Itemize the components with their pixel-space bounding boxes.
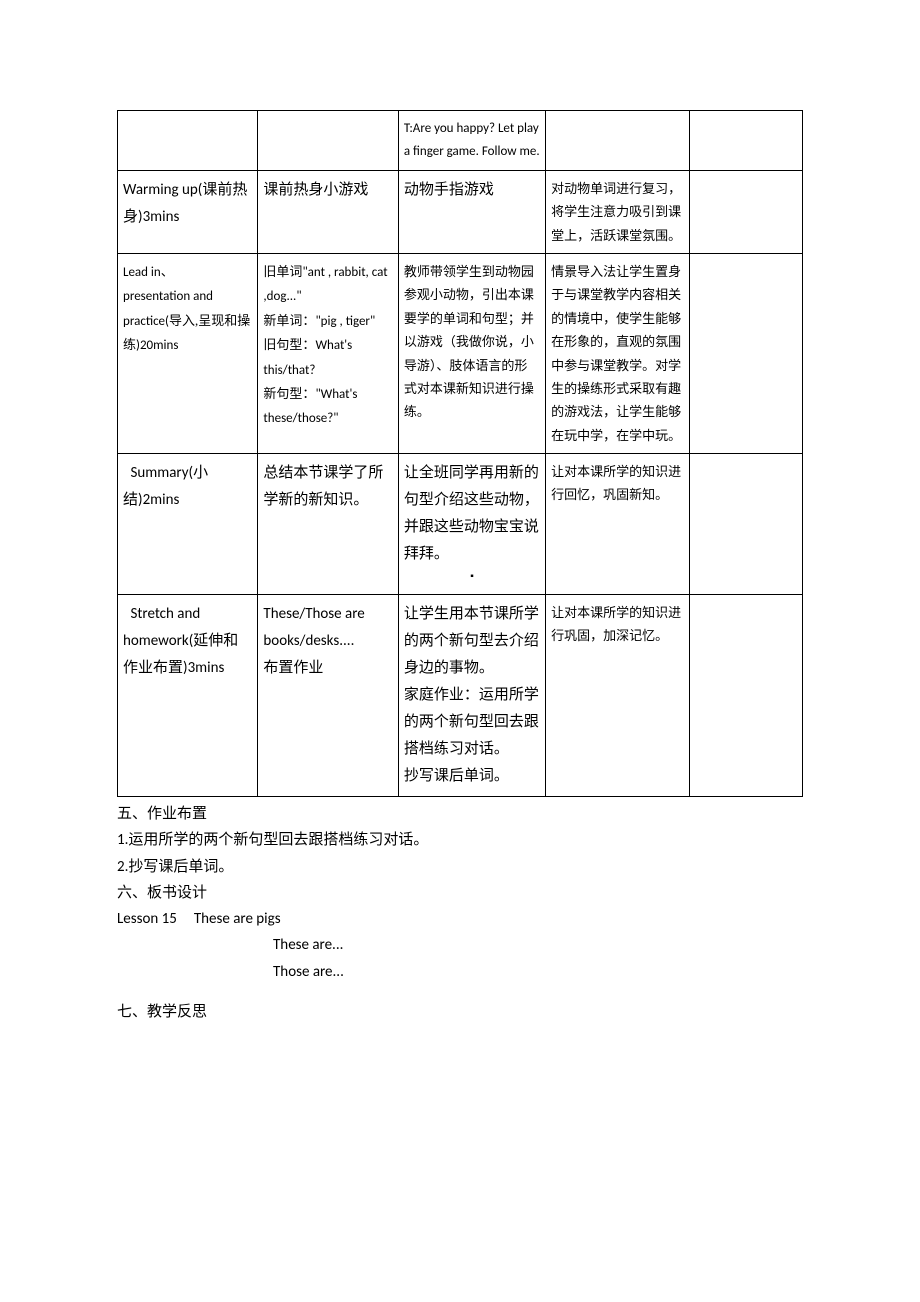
cell: 课前热身小游戏: [258, 170, 398, 253]
text: )20mins: [136, 338, 178, 353]
heading-board: 六、板书设计: [117, 880, 803, 906]
table-row: T:Are you happy? Let play a finger game.…: [118, 111, 803, 171]
cell: 让对本课所学的知识进行回忆，巩固新知。: [546, 454, 690, 595]
lesson-plan-table: T:Are you happy? Let play a finger game.…: [117, 110, 803, 797]
spacer: [117, 985, 803, 999]
board-line: Those are...: [117, 959, 803, 985]
heading-reflection: 七、教学反思: [117, 999, 803, 1025]
cell: [689, 595, 802, 797]
table-row: Stretch and homework(延伸和作业布置)3mins These…: [118, 595, 803, 797]
text: 新单词：: [263, 313, 315, 328]
cell: [546, 111, 690, 171]
text: )3mins: [138, 208, 179, 226]
board-line: These are...: [117, 932, 803, 958]
text: Lead in、: [123, 265, 174, 280]
table-row: Warming up(课前热身)3mins 课前热身小游戏 动物手指游戏 对动物…: [118, 170, 803, 253]
text: Warming up(: [123, 181, 202, 199]
cell: Warming up(课前热身)3mins: [118, 170, 258, 253]
text: Summary(: [131, 464, 194, 482]
text: 布置作业: [263, 660, 323, 676]
cell: 对动物单词进行复习，将学生注意力吸引到课堂上，活跃课堂氛围。: [546, 170, 690, 253]
text: 旧句型：: [263, 337, 315, 352]
text: 新句型：: [263, 386, 315, 401]
homework-item: 2.抄写课后单词。: [117, 854, 803, 880]
cell: 让对本课所学的知识进行巩固，加深记忆。: [546, 595, 690, 797]
cell: T:Are you happy? Let play a finger game.…: [398, 111, 545, 171]
table-row: Summary(小结)2mins 总结本节课学了所学新的新知识。 让全班同学再用…: [118, 454, 803, 595]
cell: [258, 111, 398, 171]
table-row: Lead in、presentation and practice(导入,呈现和…: [118, 253, 803, 453]
cell: [118, 111, 258, 171]
text: )2mins: [138, 491, 179, 509]
cell: These/Those are books/desks.... 布置作业: [258, 595, 398, 797]
text: Stretch and homework(: [123, 605, 200, 650]
cell: 情景导入法让学生置身于与课堂教学内容相关的情境中，使学生能够在形象的，直观的氛围…: [546, 253, 690, 453]
text: 让全班同学再用新的句型介绍这些动物，并跟这些动物宝宝说拜拜。: [404, 465, 539, 562]
heading-homework: 五、作业布置: [117, 801, 803, 827]
cell: 动物手指游戏: [398, 170, 545, 253]
cell: 总结本节课学了所学新的新知识。: [258, 454, 398, 595]
cell: 旧单词"ant , rabbit, cat ,dog..."新单词："pig ,…: [258, 253, 398, 453]
dot-marker: ▪: [404, 568, 540, 586]
board-line: Lesson 15 These are pigs: [117, 906, 803, 932]
cell: 教师带领学生到动物园参观小动物，引出本课要学的单词和句型；并以游戏（我做你说，小…: [398, 253, 545, 453]
text: )3mins: [183, 659, 224, 677]
cell: [689, 111, 802, 171]
cell: Lead in、presentation and practice(导入,呈现和…: [118, 253, 258, 453]
cell: [689, 170, 802, 253]
text: "pig , tiger": [315, 314, 375, 329]
text: 旧单词: [263, 264, 302, 279]
cell: Summary(小结)2mins: [118, 454, 258, 595]
cell: 让全班同学再用新的句型介绍这些动物，并跟这些动物宝宝说拜拜。 ▪: [398, 454, 545, 595]
cell: 让学生用本节课所学的两个新句型去介绍身边的事物。 家庭作业：运用所学的两个新句型…: [398, 595, 545, 797]
cell: Stretch and homework(延伸和作业布置)3mins: [118, 595, 258, 797]
cell: [689, 454, 802, 595]
homework-item: 1.运用所学的两个新句型回去跟搭档练习对话。: [117, 827, 803, 853]
text: These/Those are books/desks....: [263, 605, 364, 650]
cell: [689, 253, 802, 453]
after-table-section: 五、作业布置 1.运用所学的两个新句型回去跟搭档练习对话。 2.抄写课后单词。 …: [117, 801, 803, 1025]
